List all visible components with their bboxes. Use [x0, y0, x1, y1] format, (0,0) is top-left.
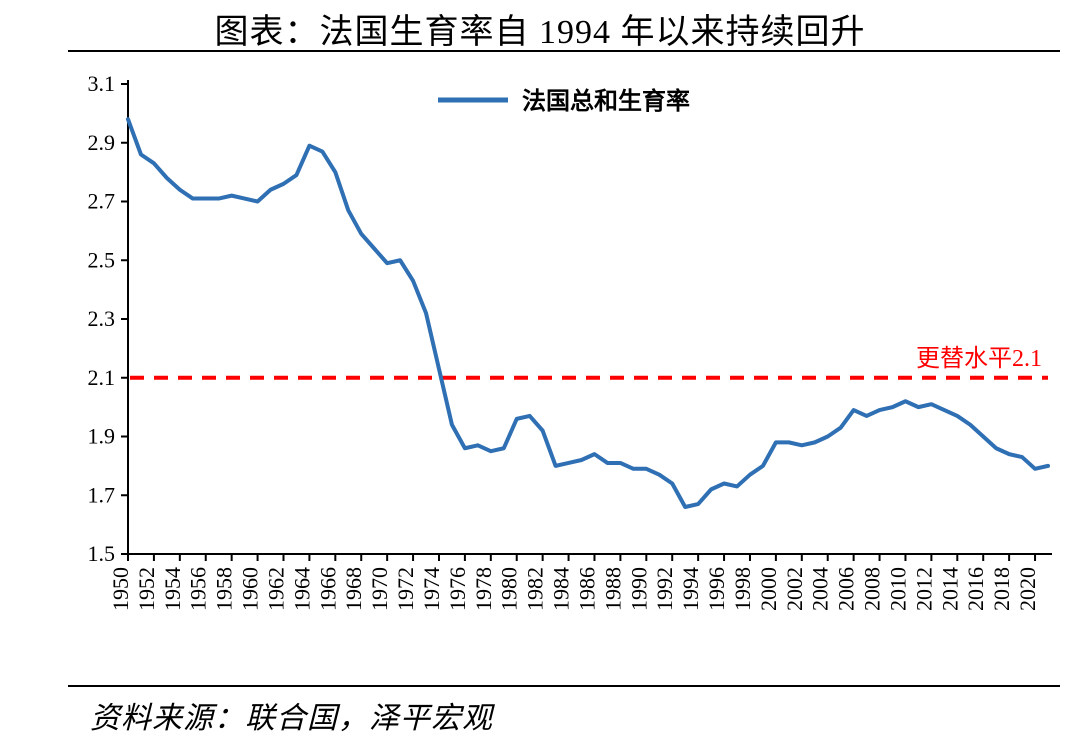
- x-tick-label: 1994: [678, 567, 703, 611]
- fertility-chart: 1.51.71.92.12.32.52.72.93.11950195219541…: [68, 62, 1062, 678]
- x-tick-label: 1984: [549, 567, 574, 611]
- y-tick-label: 1.5: [88, 541, 116, 566]
- x-tick-label: 1950: [108, 567, 133, 611]
- x-tick-label: 1960: [238, 567, 263, 611]
- x-tick-label: 1980: [497, 567, 522, 611]
- x-tick-label: 1964: [289, 567, 314, 611]
- x-tick-label: 2000: [756, 567, 781, 611]
- x-tick-label: 1978: [471, 567, 496, 611]
- y-tick-label: 1.7: [88, 482, 116, 507]
- x-tick-label: 1992: [652, 567, 677, 611]
- x-tick-label: 1952: [134, 567, 159, 611]
- x-tick-label: 2016: [963, 567, 988, 611]
- x-tick-label: 1956: [186, 567, 211, 611]
- y-tick-label: 3.1: [88, 71, 116, 96]
- x-tick-label: 1990: [626, 567, 651, 611]
- y-tick-label: 2.5: [88, 247, 116, 272]
- y-tick-label: 1.9: [88, 424, 116, 449]
- x-tick-label: 1966: [315, 567, 340, 611]
- y-tick-label: 2.1: [88, 365, 116, 390]
- replacement-level-label: 更替水平2.1: [916, 345, 1042, 372]
- x-tick-label: 1954: [160, 567, 185, 611]
- x-tick-label: 2018: [989, 567, 1014, 611]
- x-tick-label: 2004: [808, 567, 833, 611]
- x-tick-label: 2020: [1015, 567, 1040, 611]
- y-tick-label: 2.9: [88, 130, 116, 155]
- rule-bottom: [68, 685, 1060, 687]
- legend-label: 法国总和生育率: [522, 87, 690, 115]
- x-tick-label: 2008: [860, 567, 885, 611]
- x-tick-label: 2006: [834, 567, 859, 611]
- x-tick-label: 1974: [419, 567, 444, 611]
- x-tick-label: 2014: [937, 567, 962, 611]
- x-tick-label: 1958: [212, 567, 237, 611]
- x-tick-label: 2010: [885, 567, 910, 611]
- x-tick-label: 1998: [730, 567, 755, 611]
- chart-title: 图表：法国生育率自 1994 年以来持续回升: [0, 4, 1080, 53]
- x-tick-label: 1972: [393, 567, 418, 611]
- y-tick-label: 2.3: [88, 306, 116, 331]
- x-tick-label: 1962: [263, 567, 288, 611]
- x-tick-label: 1976: [445, 567, 470, 611]
- x-tick-label: 1970: [367, 567, 392, 611]
- x-tick-label: 1996: [704, 567, 729, 611]
- y-tick-label: 2.7: [88, 189, 116, 214]
- x-tick-label: 1988: [600, 567, 625, 611]
- x-tick-label: 1982: [523, 567, 548, 611]
- x-tick-label: 1986: [574, 567, 599, 611]
- rule-top: [68, 50, 1060, 52]
- x-tick-label: 1968: [341, 567, 366, 611]
- x-tick-label: 2012: [911, 567, 936, 611]
- fertility-series-line: [128, 119, 1048, 507]
- x-tick-label: 2002: [782, 567, 807, 611]
- source-caption: 资料来源：联合国，泽平宏观: [90, 693, 493, 737]
